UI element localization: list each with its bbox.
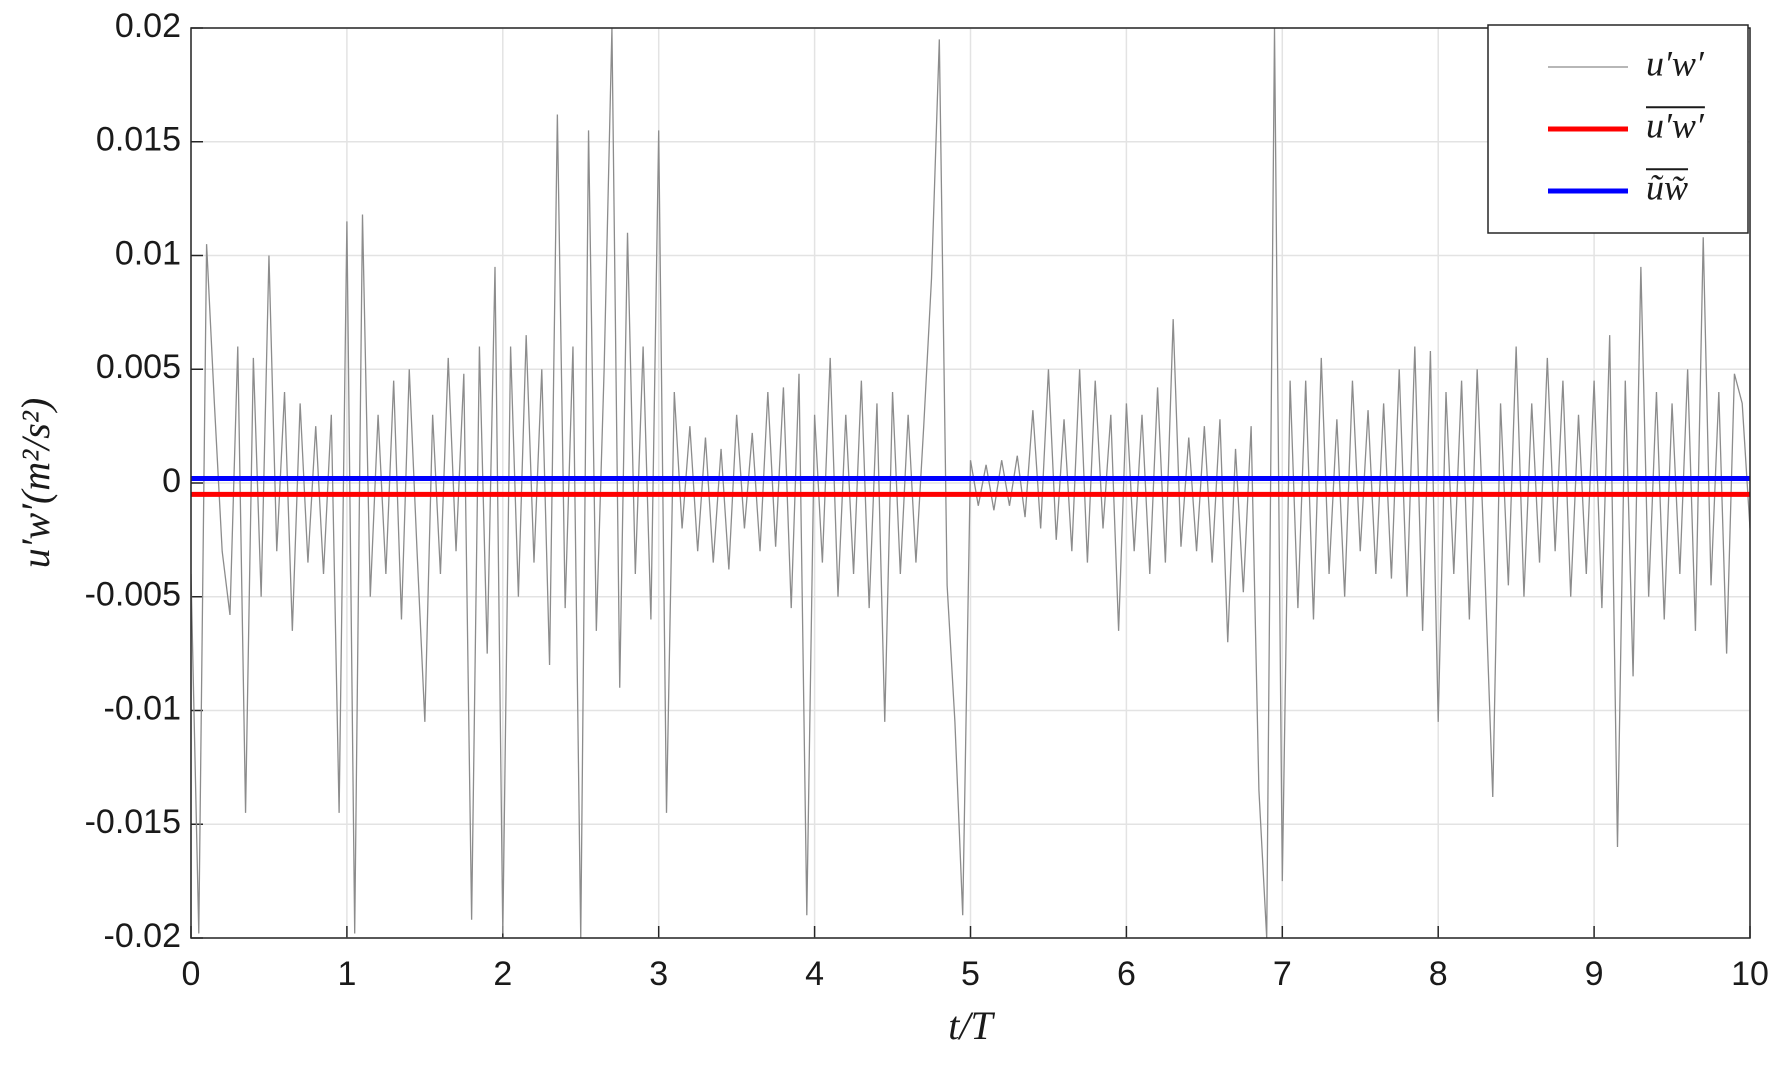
y-tick-label: 0.02 [115,7,181,45]
x-tick-label: 1 [337,955,356,993]
y-tick-label: -0.01 [104,689,182,727]
y-tick-label: 0 [162,462,181,500]
x-axis-label: t/T [948,1003,995,1048]
legend-box [1487,24,1749,234]
x-tick-label: 5 [961,955,980,993]
y-tick-label: -0.015 [85,803,181,841]
legend-label: u′w′ [1646,43,1705,83]
plot-frame [190,27,1751,939]
y-tick-label: 0.015 [96,121,181,159]
x-tick-label: 10 [1731,955,1769,993]
legend-label: u′w′ [1646,105,1705,145]
x-tick-label: 9 [1585,955,1604,993]
x-tick-label: 8 [1429,955,1448,993]
x-tick-label: 7 [1273,955,1292,993]
y-tick-label: -0.02 [104,917,182,955]
x-tick-label: 4 [805,955,824,993]
x-tick-label: 0 [182,955,201,993]
x-tick-label: 3 [649,955,668,993]
y-tick-label: 0.005 [96,348,181,386]
x-tick-label: 2 [493,955,512,993]
y-tick-label: -0.005 [85,576,181,614]
legend-label: ũw̃ [1646,167,1688,207]
y-axis-label: u′w′(m²/s²) [13,398,58,568]
series-line [191,28,1750,938]
y-tick-label: 0.01 [115,234,181,272]
x-tick-label: 6 [1117,955,1136,993]
